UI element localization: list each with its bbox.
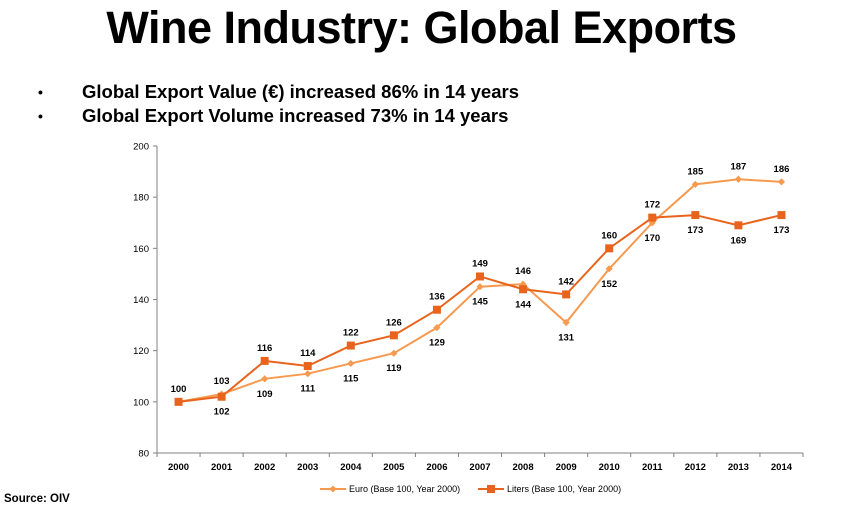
slide-title: Wine Industry: Global Exports [106,2,737,53]
data-label-euro: 129 [429,338,445,349]
y-tick-label: 100 [133,397,149,408]
x-tick-label: 2006 [426,462,447,473]
legend-euro-marker [329,485,337,493]
bullet-item: • Global Export Value (€) increased 86% … [38,80,519,104]
source-note: Source: OIV [4,493,70,505]
data-point-euro [304,370,312,378]
x-tick-label: 2005 [383,462,405,473]
x-tick-label: 2014 [771,462,793,473]
data-point-liters [691,211,700,220]
y-tick-label: 140 [133,295,149,306]
data-point-euro [691,180,699,188]
data-label-euro: 146 [515,266,531,277]
data-label-euro: 119 [386,363,401,374]
y-tick-label: 200 [133,142,149,153]
data-label-liters: 102 [214,407,230,418]
bullet-dot-icon: • [38,108,43,124]
data-label-liters: 160 [601,230,617,241]
data-point-liters [562,290,571,299]
data-label-liters: 144 [515,299,532,310]
data-point-liters [519,285,528,294]
x-tick-label: 2013 [728,462,749,473]
data-label-liters: 149 [472,258,488,269]
data-label-euro: 145 [472,297,489,308]
x-tick-label: 2004 [340,462,362,473]
data-point-euro [433,324,441,332]
x-tick-label: 2003 [297,462,318,473]
bullet-dot-icon: • [38,84,43,100]
data-label-liters: 173 [774,225,790,236]
data-label-liters: 172 [644,200,660,211]
data-label-liters: 169 [730,235,746,246]
data-point-euro [347,359,355,368]
legend-liters-marker [487,485,495,493]
y-tick-label: 160 [133,244,149,255]
bullet-text: Global Export Volume increased 73% in 14… [82,105,509,126]
data-point-liters [777,211,786,220]
data-point-liters [734,221,743,230]
data-point-liters [432,305,441,314]
data-label-liters: 142 [558,276,574,287]
data-label-euro: 186 [774,164,790,175]
x-tick-label: 2009 [556,462,577,473]
bullet-list: • Global Export Value (€) increased 86% … [38,80,519,128]
bullet-item: • Global Export Volume increased 73% in … [38,104,519,128]
y-tick-label: 180 [133,193,149,204]
data-point-liters [389,331,398,340]
data-point-euro [519,280,527,288]
data-point-euro [261,375,269,383]
data-label-liters: 122 [343,328,359,339]
data-label-euro: 109 [257,389,273,400]
data-point-liters [303,362,312,371]
data-point-liters [174,397,183,406]
y-tick-label: 80 [138,449,149,460]
data-label-euro: 111 [300,384,316,395]
data-point-liters [648,213,657,222]
data-label-euro: 170 [644,233,660,244]
x-tick-label: 2002 [254,462,275,473]
data-point-euro [476,283,484,291]
data-point-liters [217,392,226,401]
data-point-liters [346,341,355,350]
data-label-liters: 126 [386,317,402,328]
data-label-euro: 185 [687,166,704,177]
data-label-euro: 131 [558,333,575,344]
data-label-euro: 103 [214,376,230,387]
bullet-text: Global Export Value (€) increased 86% in… [82,81,519,102]
x-tick-label: 2010 [599,462,620,473]
x-tick-label: 2012 [685,462,706,473]
data-point-euro [734,175,742,183]
x-tick-label: 2008 [512,462,533,473]
legend-euro-label: Euro (Base 100, Year 2000) [349,484,460,494]
data-point-euro [777,178,786,186]
data-point-euro [390,349,398,357]
data-point-liters [476,272,484,281]
x-tick-label: 2011 [642,462,663,473]
x-tick-label: 2000 [168,462,189,473]
data-label-euro: 187 [730,161,746,172]
data-point-liters [260,356,269,365]
y-tick-label: 120 [133,346,149,357]
series-line-liters [178,214,782,403]
data-label-liters: 136 [429,292,445,303]
data-label-liters: 114 [300,348,316,359]
data-point-euro [562,318,570,327]
data-label-liters: 100 [171,384,187,395]
data-label-euro: 152 [601,279,617,290]
x-tick-label: 2001 [211,462,233,473]
data-point-liters [605,244,614,253]
legend-liters-label: Liters (Base 100, Year 2000) [507,484,621,494]
data-label-liters: 173 [687,225,703,236]
data-point-euro [605,265,613,273]
series-line-euro [178,178,782,403]
data-label-liters: 116 [257,343,272,354]
data-label-euro: 115 [343,373,359,384]
x-tick-label: 2007 [469,462,490,473]
